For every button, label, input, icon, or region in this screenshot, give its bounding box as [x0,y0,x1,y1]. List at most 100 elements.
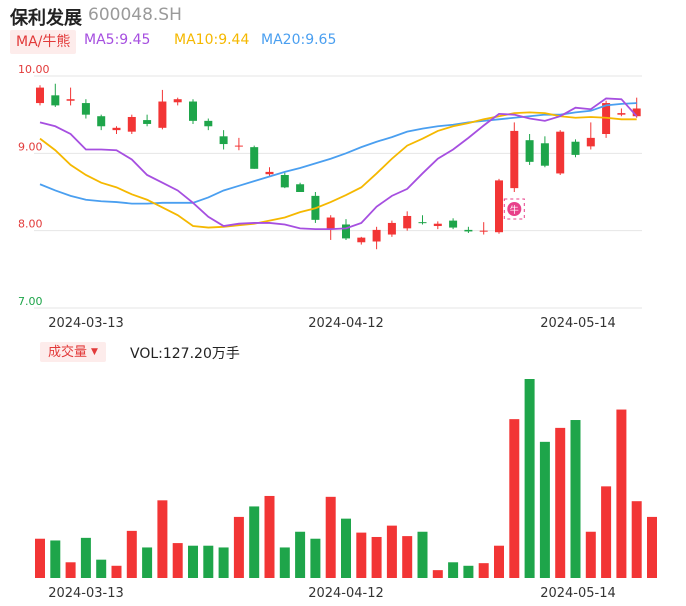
ma20-line [39,102,637,205]
volume-tag-label: 成交量 [48,345,88,360]
volume-indicator-selector[interactable]: 成交量 ▼ [40,342,106,362]
y-tick-label: 10.00 [18,63,50,76]
candle-body [143,120,152,124]
volume-bar [325,496,336,578]
volume-bar [524,379,535,578]
volume-bar [157,500,168,578]
volume-bar [601,486,612,578]
volume-bar [371,536,382,578]
volume-bar [279,547,290,578]
ma10-legend: MA10:9.44 [174,32,250,48]
volume-bar [356,532,367,578]
dropdown-arrow-icon: ▼ [91,347,98,357]
bull-badge-frame [503,198,525,220]
candle-body [66,99,75,101]
x-tick-label: 2024-05-14 [540,586,616,601]
candle-body [418,222,427,224]
volume-bar [402,536,413,578]
volume-bar [570,420,581,578]
volume-value-label: VOL:127.20万手 [130,346,240,362]
candle-body [540,143,549,166]
ma10-line [39,111,637,229]
volume-bar [111,565,122,578]
x-tick-label: 2024-03-13 [48,586,124,601]
volume-bar [417,531,428,578]
volume-bar [463,565,474,578]
candle-body [280,174,289,188]
candle-body [510,130,519,189]
candle-body [97,116,106,127]
candle-body [204,120,213,127]
volume-bar [341,518,351,578]
candle-body [357,237,366,243]
volume-bar [203,545,214,578]
volume-bar [432,570,443,578]
candle-body [326,217,335,230]
volume-bar [35,538,45,578]
ma20-legend: MA20:9.65 [261,32,337,48]
candle-body [403,215,412,229]
volume-bar [249,506,260,578]
candle-body [158,101,167,128]
volume-bar [218,547,229,578]
volume-bar [65,562,76,578]
volume-bar [539,441,550,578]
bull-badge-icon [507,202,522,216]
volume-bar [448,562,459,578]
ma5-line [39,97,638,231]
candle-body [449,220,458,228]
candle-body [617,113,626,115]
volume-bar [631,501,642,578]
volume-bar [172,543,183,578]
volume-bar [585,531,596,578]
candle-body [479,230,488,232]
x-tick-label: 2024-04-12 [308,316,384,331]
candle-body [173,99,182,103]
volume-bar [509,419,520,578]
volume-bar [188,545,198,578]
volume-bar [80,537,91,578]
candle-body [127,116,136,132]
y-tick-label: 8.00 [18,218,43,231]
volume-bar [310,538,321,578]
candle-body [495,180,503,233]
volume-bar [555,427,566,578]
volume-bar [233,516,244,578]
candle-body [81,103,90,115]
bull-badge-label: 牛 [510,204,519,216]
candle-body [387,222,396,235]
stock-code: 600048.SH [88,5,182,25]
volume-bar [616,409,627,578]
candle-body [265,171,274,175]
candle-body [234,145,243,147]
stock-name: 保利发展 [10,8,82,29]
candle-body [632,108,641,117]
x-tick-label: 2024-03-13 [48,316,124,331]
y-tick-label: 7.00 [18,295,43,308]
volume-bar [478,563,489,578]
volume-bar [96,559,107,578]
volume-bar [50,540,61,578]
ma-indicator-selector[interactable]: MA/牛熊 [10,30,77,54]
candle-body [189,101,197,121]
volume-bar [264,495,275,578]
volume-bar [295,531,306,578]
candle-body [112,127,121,131]
x-tick-label: 2024-05-14 [540,316,616,331]
candle-body [433,223,442,227]
candle-body [464,229,473,232]
candle-body [296,184,305,192]
y-tick-label: 9.00 [18,140,43,153]
candle-body [586,137,595,147]
candle-body [571,141,580,155]
volume-bar [142,547,153,578]
volume-bar [647,516,657,578]
candle-body [250,147,259,169]
volume-bar [126,530,137,578]
candle-body [36,87,44,104]
x-tick-label: 2024-04-12 [308,586,384,601]
candle-body [372,229,381,242]
volume-bar [386,525,397,578]
candle-body [556,131,565,174]
